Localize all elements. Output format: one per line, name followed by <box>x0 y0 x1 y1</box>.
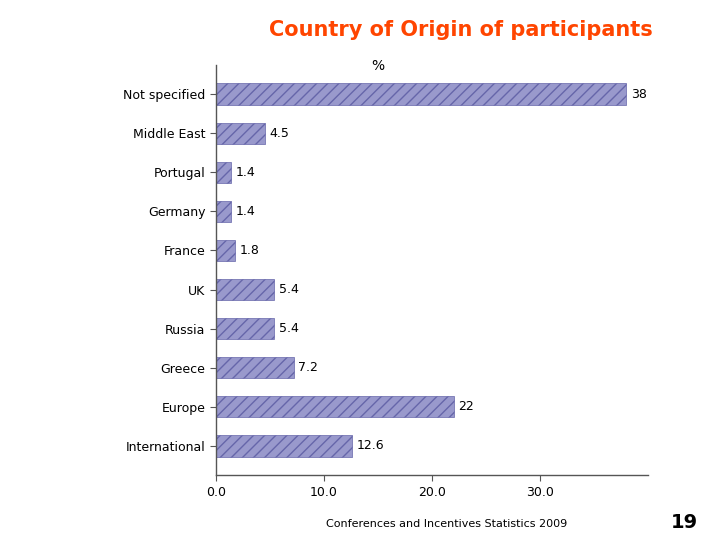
Text: 5.4: 5.4 <box>279 322 299 335</box>
Bar <box>216 123 265 144</box>
Text: 22: 22 <box>458 400 474 413</box>
Text: 19: 19 <box>671 513 698 532</box>
Text: Conferences and Incentives Statistics 2009: Conferences and Incentives Statistics 20… <box>325 519 567 529</box>
Text: 38: 38 <box>631 87 647 100</box>
Bar <box>216 279 274 300</box>
Text: 12.6: 12.6 <box>356 440 384 453</box>
Text: %: % <box>372 59 384 73</box>
Bar <box>216 396 454 417</box>
Bar <box>216 201 231 222</box>
Text: 4.5: 4.5 <box>269 127 289 140</box>
Text: Country of Origin of participants: Country of Origin of participants <box>269 19 652 40</box>
Bar <box>216 357 294 379</box>
Text: 1.4: 1.4 <box>235 166 255 179</box>
Bar <box>216 84 626 105</box>
Bar <box>216 161 231 183</box>
Text: 5.4: 5.4 <box>279 283 299 296</box>
Bar <box>216 318 274 339</box>
Bar <box>216 435 352 456</box>
Bar <box>216 240 235 261</box>
Text: 1.8: 1.8 <box>240 244 260 257</box>
Text: 7.2: 7.2 <box>298 361 318 374</box>
Text: 1.4: 1.4 <box>235 205 255 218</box>
